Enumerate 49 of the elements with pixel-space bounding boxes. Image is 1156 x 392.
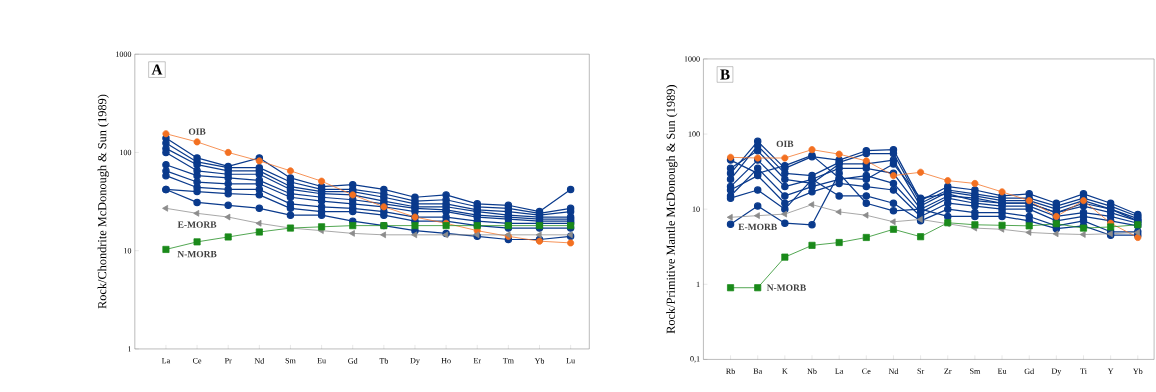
- x-tick-label: La: [161, 358, 171, 364]
- x-tick-label: Nb: [807, 368, 817, 375]
- x-tick-label: Ti: [1080, 368, 1087, 374]
- x-tick-label: Dy: [410, 358, 420, 366]
- series-label: N-MORB: [766, 284, 806, 292]
- text: B: [720, 69, 730, 80]
- text: A: [151, 64, 163, 75]
- series-label: N-MORB: [177, 251, 217, 258]
- series-label: OIB: [776, 140, 794, 148]
- x-tick-label: Gd: [1024, 368, 1035, 375]
- x-tick-label: Ce: [192, 358, 202, 364]
- series-label: OIB: [188, 128, 206, 135]
- y-tick-label: 100: [120, 149, 132, 156]
- x-tick-label: Y: [1107, 368, 1114, 374]
- series-label: E-MORB: [177, 221, 217, 228]
- y-axis-title: Rock/Chondrite McDonough & Sun (1989): [97, 94, 109, 309]
- x-tick-label: Tb: [379, 358, 389, 364]
- y-tick-label: 0,1: [690, 356, 700, 363]
- x-tick-label: Ba: [753, 368, 763, 374]
- x-tick-label: La: [835, 368, 844, 374]
- x-tick-label: Zr: [944, 368, 952, 374]
- x-tick-label: Nd: [254, 358, 265, 364]
- x-tick-label: Rb: [726, 368, 735, 375]
- x-tick-label: Sm: [285, 358, 296, 364]
- y-tick-label: 100: [688, 131, 700, 137]
- x-tick-label: Yb: [1132, 368, 1143, 375]
- x-tick-label: Sr: [917, 368, 925, 374]
- x-tick-label: Ho: [441, 358, 451, 364]
- x-tick-label: Eu: [317, 358, 326, 364]
- x-tick-label: Dy: [1051, 368, 1062, 376]
- y-tick-label: 10: [692, 206, 700, 213]
- x-tick-label: Yb: [534, 358, 545, 364]
- x-tick-label: Nd: [888, 368, 899, 375]
- x-tick-label: Gd: [348, 358, 358, 364]
- x-tick-label: Er: [473, 358, 481, 364]
- y-axis-title: Rock/Primitive Mantle McDonough & Sun (1989): [666, 85, 678, 334]
- y-tick-label: 10: [124, 248, 132, 254]
- series-label: E-MORB: [738, 223, 777, 231]
- y-tick-label: 1: [696, 281, 700, 288]
- x-tick-label: Pr: [224, 358, 232, 364]
- x-tick-label: Lu: [566, 358, 575, 364]
- x-tick-label: Sm: [970, 368, 981, 374]
- x-tick-label: Eu: [997, 368, 1007, 374]
- x-tick-label: Tm: [502, 358, 514, 364]
- x-tick-label: K: [782, 368, 788, 374]
- x-tick-label: Ce: [862, 368, 871, 374]
- y-tick-label: 1: [128, 346, 131, 352]
- y-tick-label: 1000: [116, 51, 132, 58]
- y-tick-label: 1000: [684, 56, 700, 62]
